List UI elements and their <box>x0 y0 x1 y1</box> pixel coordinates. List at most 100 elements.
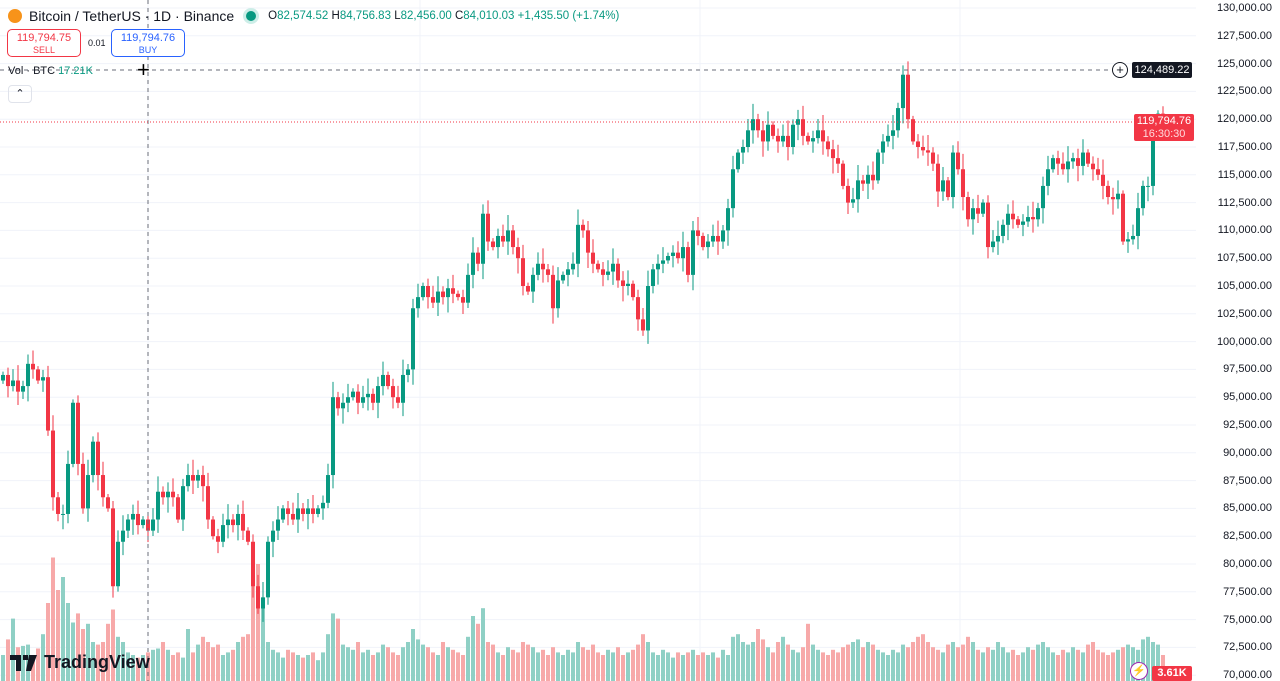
candle-body <box>906 74 910 120</box>
candle-body <box>111 508 115 587</box>
candle-body <box>526 286 530 292</box>
volume-bar <box>311 652 315 681</box>
volume-bar <box>896 652 900 681</box>
candle-body <box>656 263 660 270</box>
volume-bar <box>941 652 945 681</box>
volume-bar <box>1156 644 1160 681</box>
candle-body <box>776 135 780 142</box>
volume-bar <box>61 577 65 681</box>
volume-bar <box>351 649 355 681</box>
candle-body <box>791 124 795 147</box>
candle-body <box>576 224 580 264</box>
candle-body <box>366 393 370 398</box>
candle-body <box>956 152 960 170</box>
candle-body <box>756 119 760 131</box>
candle-body <box>1041 185 1045 209</box>
volume-bar <box>616 647 620 681</box>
candle-body <box>966 197 970 220</box>
volume-bar <box>981 652 985 681</box>
volume-bar <box>1116 649 1120 681</box>
symbol-title[interactable]: Bitcoin / TetherUS · 1D · Binance <box>29 8 235 24</box>
price-tick-label: 125,000.00 <box>1216 57 1272 70</box>
close-label: C <box>454 10 464 22</box>
candle-body <box>566 269 570 275</box>
candle-body <box>866 174 870 184</box>
volume-bar <box>436 655 440 681</box>
candle-body <box>181 486 185 520</box>
volume-bar <box>461 655 465 681</box>
candle-body <box>41 377 45 381</box>
volume-bar <box>426 647 430 681</box>
volume-bar <box>691 649 695 681</box>
volume-bar <box>766 647 770 681</box>
volume-bar <box>966 636 970 681</box>
candle-body <box>476 252 480 264</box>
candle-body <box>921 147 925 151</box>
candle-body <box>646 286 650 331</box>
candle-body <box>81 463 85 509</box>
volume-bar <box>821 652 825 681</box>
volume-bar <box>411 629 415 681</box>
candle-body <box>1091 163 1095 170</box>
volume-bar <box>601 655 605 681</box>
volume-bar <box>1141 639 1145 681</box>
candle-body <box>556 280 560 309</box>
crosshair-price-label: 124,489.22 <box>1132 62 1192 78</box>
candle-body <box>1146 185 1150 187</box>
volume-bar <box>1126 644 1130 681</box>
volume-bar <box>726 655 730 681</box>
volume-bar <box>271 649 275 681</box>
volume-bar <box>476 623 480 681</box>
candle-body <box>1056 158 1060 164</box>
volume-legend[interactable]: Vol · BTC 17.21K <box>8 65 93 77</box>
volume-bar <box>516 652 520 681</box>
crosshair-cursor-icon: + <box>137 57 150 82</box>
volume-bar <box>306 655 310 681</box>
volume-bar <box>976 649 980 681</box>
buy-button[interactable]: 119,794.76 BUY <box>111 29 185 57</box>
volume-bar <box>921 634 925 681</box>
volume-bar <box>441 642 445 681</box>
candle-body <box>406 369 410 375</box>
volume-bar <box>431 652 435 681</box>
price-tick-label: 80,000.00 <box>1223 558 1272 570</box>
volume-bar <box>21 645 25 681</box>
chevron-up-icon[interactable]: ⌃ <box>8 85 32 103</box>
candle-body <box>621 280 625 286</box>
volume-bar <box>646 642 650 681</box>
candle-body <box>891 130 895 136</box>
lightning-icon[interactable]: ⚡ <box>1130 662 1148 680</box>
candle-body <box>961 169 965 198</box>
candle-body <box>876 152 880 181</box>
candle-body <box>1011 213 1015 220</box>
candle-body <box>261 597 265 609</box>
candle-body <box>496 235 500 248</box>
candle-body <box>186 475 190 487</box>
candle-body <box>426 286 430 298</box>
buy-label: BUY <box>138 45 158 55</box>
price-tick-label: 72,500.00 <box>1223 641 1272 654</box>
volume-bar <box>356 642 360 681</box>
volume-bar <box>1151 642 1155 681</box>
candle-body <box>296 508 300 520</box>
volume-bar <box>301 657 305 681</box>
candle-body <box>461 297 465 303</box>
volume-bar <box>756 629 760 681</box>
candle-body <box>341 402 345 409</box>
candle-body <box>266 541 270 598</box>
candle-body <box>106 497 110 509</box>
sell-button[interactable]: 119,794.75 SELL <box>7 29 81 57</box>
volume-bar <box>191 652 195 681</box>
candle-body <box>696 230 700 236</box>
open-value: 82,574.52 <box>277 10 329 22</box>
candle-body <box>66 463 70 514</box>
volume-bar <box>1006 652 1010 681</box>
candle-body <box>901 74 905 109</box>
volume-bar <box>141 655 145 681</box>
candle-body <box>136 513 140 526</box>
tradingview-logo[interactable]: TradingView <box>10 652 150 673</box>
add-alert-plus-icon[interactable]: + <box>1112 62 1128 78</box>
candle-body <box>641 319 645 331</box>
candle-body <box>56 497 60 514</box>
